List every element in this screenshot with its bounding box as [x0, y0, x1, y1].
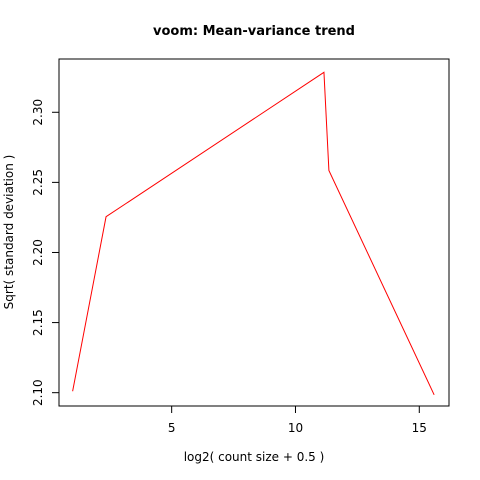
y-tick-label: 2.10 [31, 379, 45, 406]
chart-title: voom: Mean-variance trend [153, 24, 355, 39]
y-tick-label: 2.15 [31, 309, 45, 336]
x-axis: 5 10 15 [168, 405, 427, 435]
series-layer [72, 71, 435, 395]
trend-line [72, 71, 435, 395]
x-tick-label: 5 [168, 421, 176, 435]
y-axis: 2.10 2.15 2.20 2.25 2.30 [31, 99, 60, 406]
x-tick-label: 15 [412, 421, 427, 435]
plot-frame [58, 58, 450, 407]
x-tick-label: 10 [288, 421, 303, 435]
y-tick-label: 2.20 [31, 239, 45, 266]
y-tick-label: 2.30 [31, 99, 45, 126]
y-tick-label: 2.25 [31, 169, 45, 196]
y-axis-label: Sqrt( standard deviation ) [2, 155, 16, 310]
x-axis-label: log2( count size + 0.5 ) [184, 450, 325, 464]
